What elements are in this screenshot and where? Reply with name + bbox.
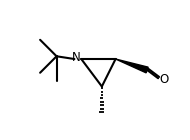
Text: N: N [71,51,80,64]
Text: O: O [159,73,168,86]
Polygon shape [116,59,148,73]
